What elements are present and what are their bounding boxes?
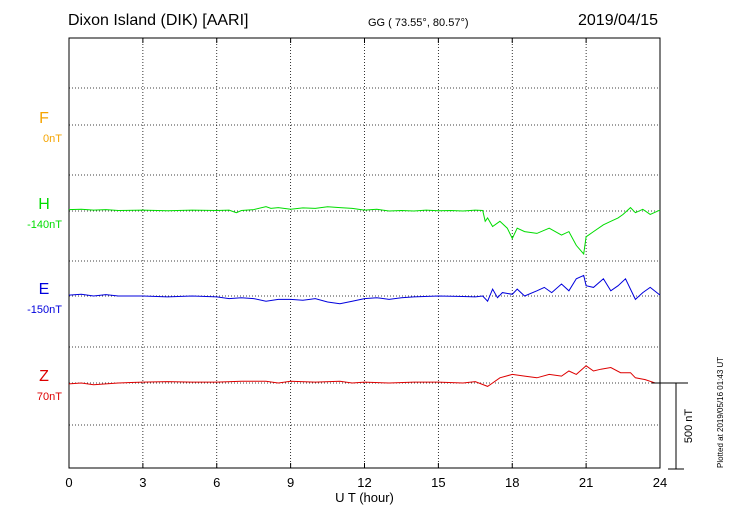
series-name-h: H — [38, 196, 50, 213]
x-tick-label: 3 — [139, 475, 146, 490]
scale-bar: 500 nT — [652, 382, 695, 470]
series-offset-h: -140nT — [27, 219, 62, 231]
series-labels: F 0nT H -140nT E -150nT Z 70nT — [27, 110, 62, 403]
series-offset-f: 0nT — [43, 133, 62, 145]
series-line-z — [68, 365, 660, 387]
plot-border — [68, 37, 661, 469]
x-tick-label: 15 — [431, 475, 445, 490]
x-tick-label: 21 — [579, 475, 593, 490]
x-tick-label: 18 — [505, 475, 519, 490]
x-tick-label: 6 — [213, 475, 220, 490]
x-tick-label: 12 — [357, 475, 371, 490]
series-lines — [68, 206, 661, 387]
series-line-h — [68, 206, 661, 256]
x-axis: 0 3 6 9 12 15 18 21 24 U T (hour) — [65, 38, 667, 505]
series-line-e — [68, 274, 661, 305]
x-tick-label: 0 — [65, 475, 72, 490]
series-offset-e: -150nT — [27, 304, 62, 316]
series-name-z: Z — [39, 368, 49, 385]
station-coordinates: GG ( 73.55°, 80.57°) — [368, 17, 469, 29]
chart-title: Dixon Island (DIK) [AARI] — [68, 12, 249, 29]
series-offset-z: 70nT — [37, 391, 62, 403]
plot-frame — [68, 37, 661, 469]
series-name-f: F — [39, 110, 49, 127]
x-axis-label: U T (hour) — [335, 490, 394, 505]
x-tick-label: 24 — [653, 475, 667, 490]
chart-date: 2019/04/15 — [578, 12, 659, 29]
scale-bar-label: 500 nT — [683, 409, 695, 444]
x-tick-label: 9 — [287, 475, 294, 490]
series-name-e: E — [39, 281, 50, 298]
grid — [69, 38, 660, 468]
plotted-note: Plotted at 2019/05/16 01:43 UT — [716, 357, 725, 468]
